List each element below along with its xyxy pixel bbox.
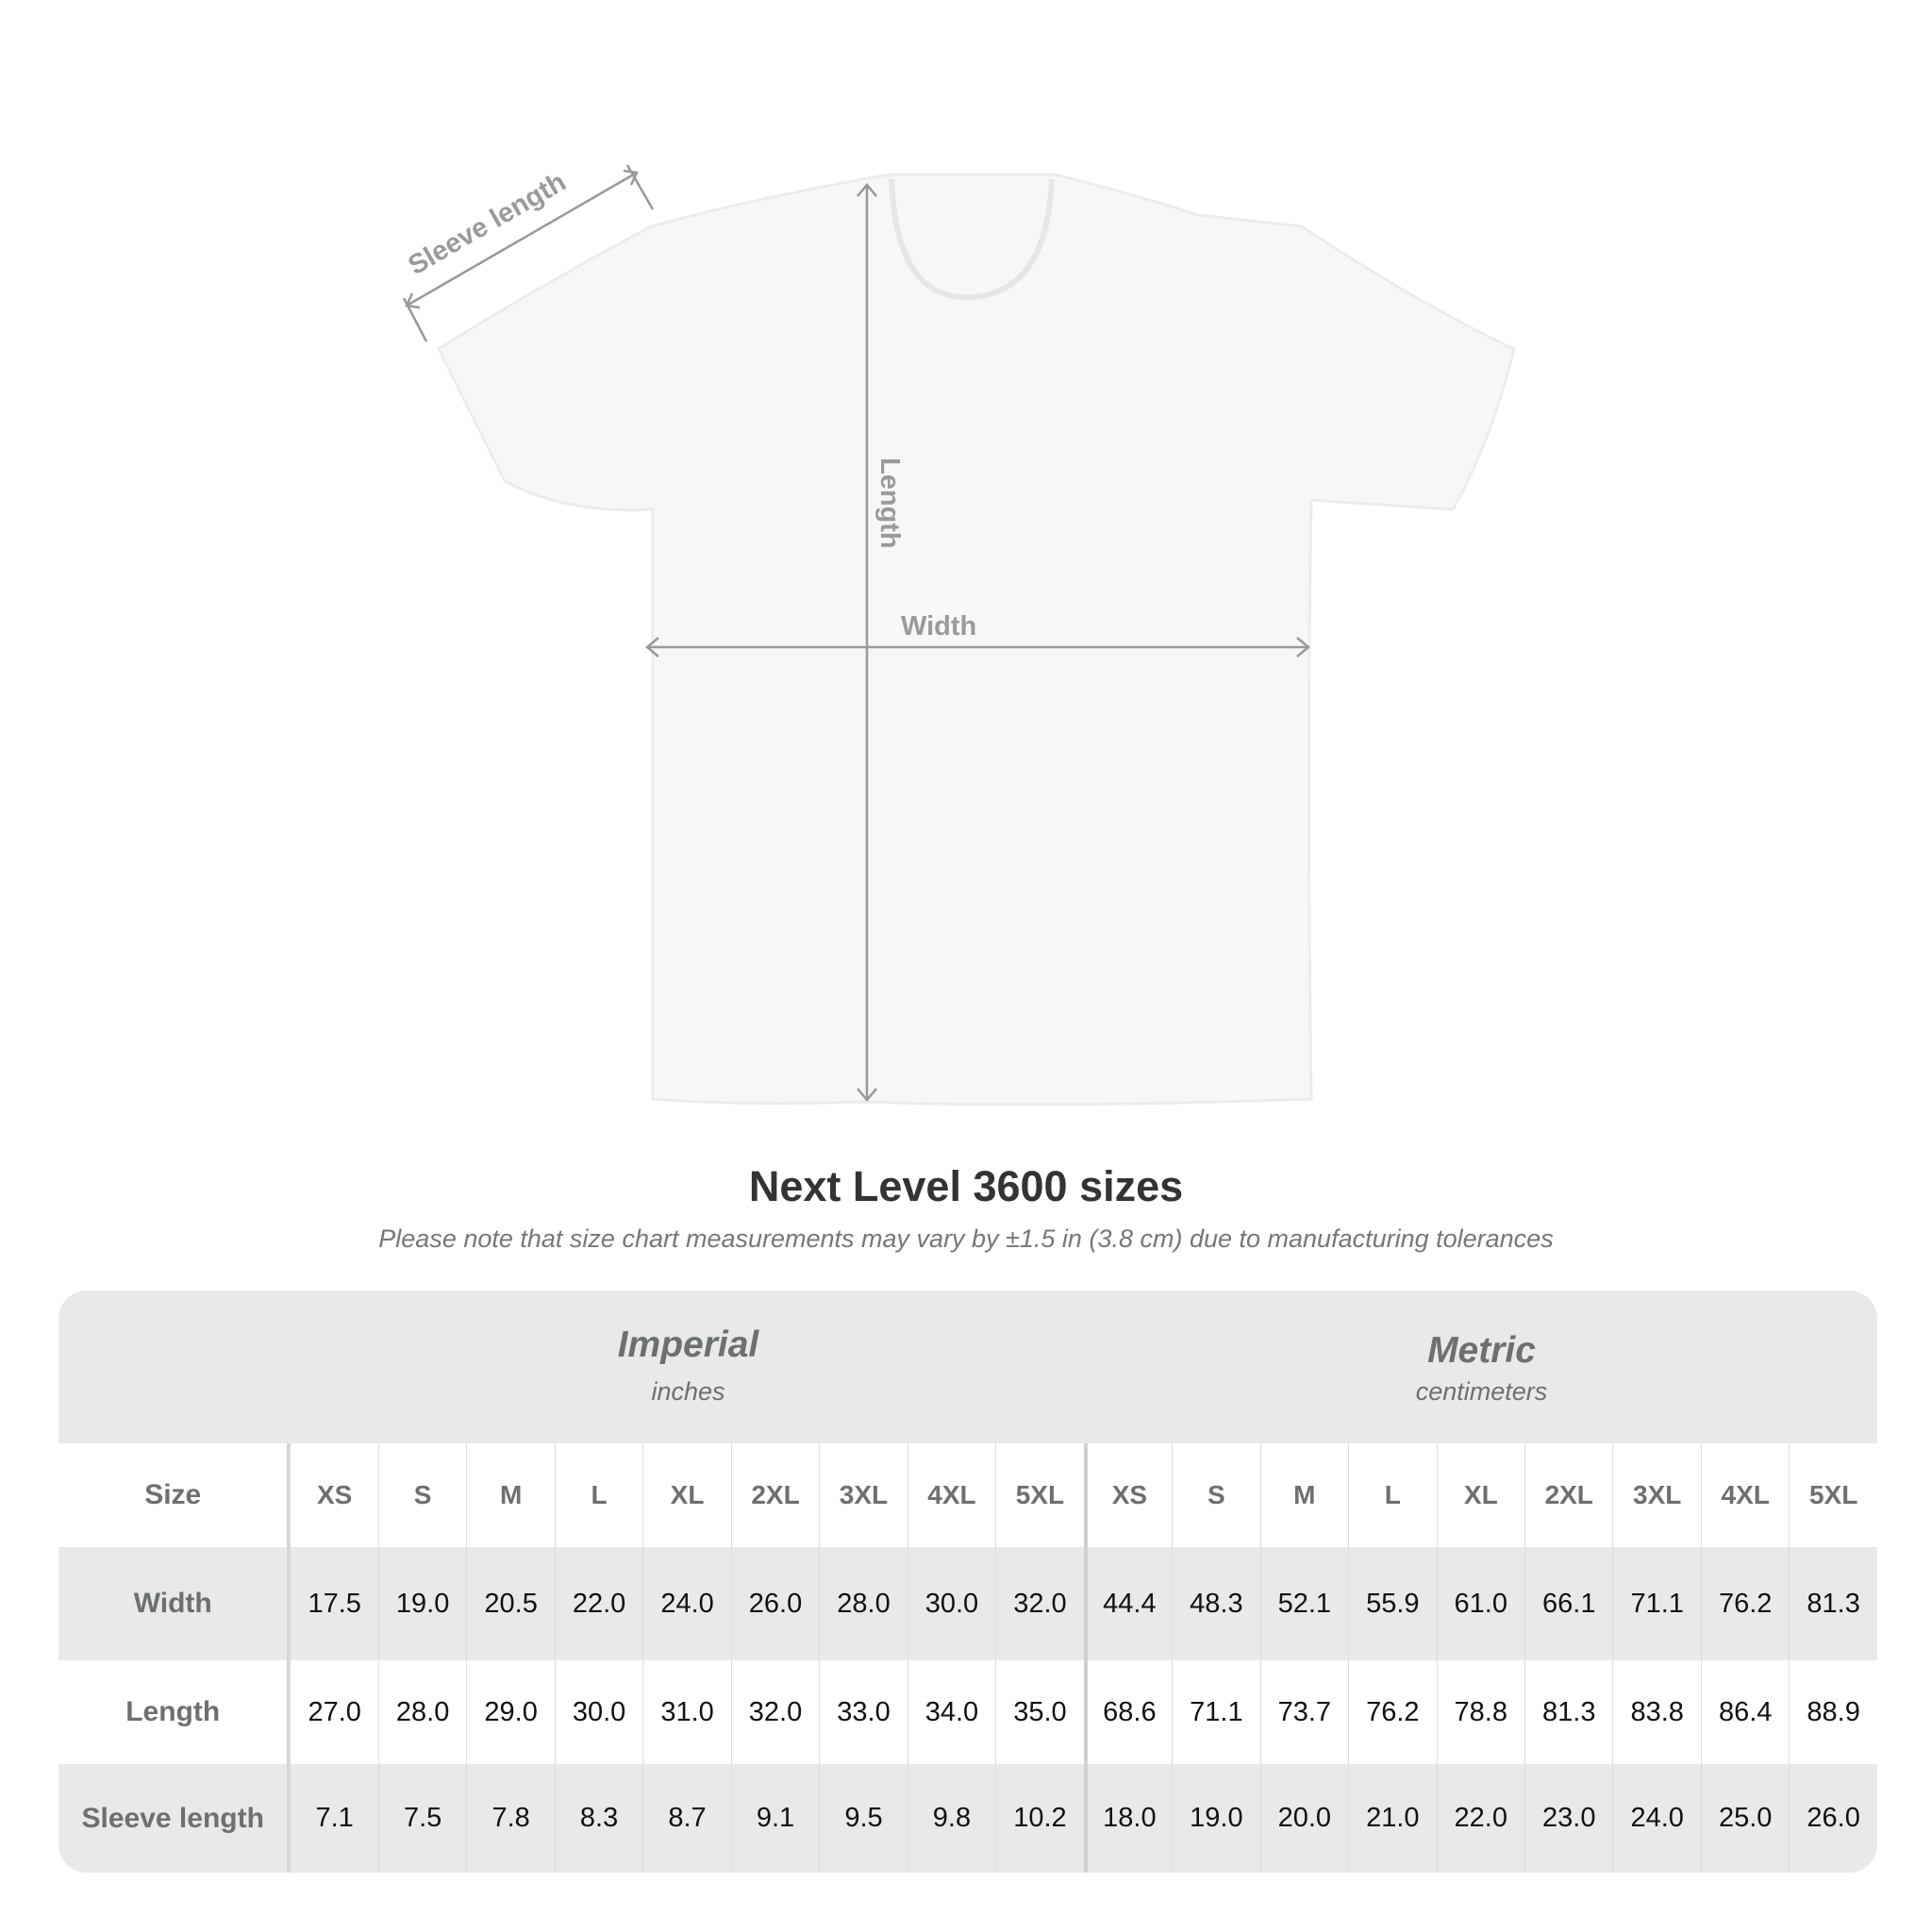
size-header-cell: S: [1172, 1443, 1259, 1547]
size-header-cell: L: [1348, 1443, 1436, 1547]
size-header-cell: 3XL: [1612, 1443, 1700, 1547]
metric-value-cell: 23.0: [1524, 1764, 1612, 1873]
size-header-cell: 2XL: [1524, 1443, 1612, 1547]
metric-value-cell: 88.9: [1789, 1660, 1876, 1764]
imperial-value-cell: 10.2: [995, 1764, 1083, 1873]
metric-value-cell: 55.9: [1348, 1547, 1436, 1660]
metric-value-cell: 18.0: [1083, 1764, 1172, 1873]
metric-value-cell: 73.7: [1259, 1660, 1348, 1764]
metric-value-cell: 68.6: [1083, 1660, 1172, 1764]
imperial-value-cell: 33.0: [819, 1660, 907, 1764]
imperial-header: Imperial inches: [291, 1291, 1086, 1443]
metric-value-cell: 86.4: [1700, 1660, 1789, 1764]
sleeve-line: [406, 171, 638, 308]
size-header-cell: 4XL: [1700, 1443, 1789, 1547]
metric-value-cell: 71.1: [1172, 1660, 1259, 1764]
imperial-value-cell: 8.3: [554, 1764, 642, 1873]
table-row: Width 17.5 19.0 20.5 22.0 24.0 26.0 28.0 30.0 32.…: [58, 1547, 1877, 1660]
metric-value-cell: 25.0: [1700, 1764, 1789, 1873]
imperial-label: Imperial: [617, 1324, 759, 1365]
imperial-value-cell: 31.0: [642, 1660, 730, 1764]
metric-value-cell: 48.3: [1172, 1547, 1259, 1660]
page-title: Next Level 3600 sizes: [748, 1162, 1184, 1210]
imperial-value-cell: 29.0: [466, 1660, 554, 1764]
metric-value-cell: 78.8: [1436, 1660, 1524, 1764]
tshirt-shape: [437, 173, 1516, 1107]
metric-value-cell: 76.2: [1348, 1660, 1436, 1764]
imperial-value-cell: 28.0: [819, 1547, 907, 1660]
width-label: Width: [901, 611, 976, 641]
size-header-cell: 4XL: [907, 1443, 995, 1547]
imperial-value-cell: 32.0: [995, 1547, 1083, 1660]
imperial-value-cell: 19.0: [377, 1547, 466, 1660]
metric-value-cell: 20.0: [1259, 1764, 1348, 1873]
metric-unit: centimeters: [1415, 1377, 1548, 1406]
row-label: Width: [58, 1547, 291, 1660]
size-header-cell: XL: [642, 1443, 730, 1547]
length-label: Length: [874, 458, 905, 549]
imperial-value-cell: 9.8: [907, 1764, 995, 1873]
imperial-value-cell: 7.1: [290, 1764, 377, 1873]
imperial-value-cell: 26.0: [730, 1547, 819, 1660]
row-label: Length: [58, 1660, 291, 1764]
imperial-value-cell: 7.5: [377, 1764, 466, 1873]
metric-value-cell: 52.1: [1259, 1547, 1348, 1660]
table-row: Sleeve length 7.1 7.5 7.8 8.3 8.7 9.1 9.5 9.8 10.…: [58, 1764, 1877, 1873]
size-table: Imperial inches Metric centimeters Size X…: [58, 1291, 1877, 1873]
metric-value-cell: 21.0: [1348, 1764, 1436, 1873]
imperial-value-cell: 7.8: [466, 1764, 554, 1873]
imperial-value-cell: 20.5: [466, 1547, 554, 1660]
row-label: Sleeve length: [58, 1764, 291, 1873]
size-header-cell: XS: [1083, 1443, 1172, 1547]
imperial-value-cell: 28.0: [377, 1660, 466, 1764]
metric-value-cell: 24.0: [1612, 1764, 1700, 1873]
imperial-value-cell: 30.0: [907, 1547, 995, 1660]
metric-value-cell: 76.2: [1700, 1547, 1789, 1660]
imperial-value-cell: 9.5: [819, 1764, 907, 1873]
imperial-value-cell: 27.0: [290, 1660, 377, 1764]
tolerance-note: Please note that size chart measurements…: [378, 1224, 1554, 1253]
size-header-cell: 3XL: [819, 1443, 907, 1547]
metric-value-cell: 71.1: [1612, 1547, 1700, 1660]
collar: [889, 178, 1055, 301]
size-header-row: Size XS S M L XL 2XL 3XL 4XL 5XL XS S M L XL 2XL 3XL 4XL 5…: [58, 1443, 1877, 1547]
imperial-value-cell: 30.0: [554, 1660, 642, 1764]
imperial-value-cell: 8.7: [642, 1764, 730, 1873]
metric-value-cell: 61.0: [1436, 1547, 1524, 1660]
size-header-cell: XS: [290, 1443, 377, 1547]
tshirt-diagram: Sleeve length Length Width: [402, 164, 1516, 1107]
metric-label: Metric: [1427, 1330, 1536, 1371]
table-row: Length 27.0 28.0 29.0 30.0 31.0 32.0 33.0 34.0 35…: [58, 1660, 1877, 1764]
imperial-value-cell: 34.0: [907, 1660, 995, 1764]
size-header-cell: S: [377, 1443, 466, 1547]
imperial-value-cell: 35.0: [995, 1660, 1083, 1764]
size-header-cell: 5XL: [1789, 1443, 1876, 1547]
size-header-cell: 2XL: [730, 1443, 819, 1547]
metric-value-cell: 22.0: [1436, 1764, 1524, 1873]
metric-value-cell: 44.4: [1083, 1547, 1172, 1660]
imperial-value-cell: 9.1: [730, 1764, 819, 1873]
imperial-value-cell: 22.0: [554, 1547, 642, 1660]
metric-value-cell: 66.1: [1524, 1547, 1612, 1660]
metric-value-cell: 81.3: [1789, 1547, 1876, 1660]
metric-header: Metric centimeters: [1086, 1291, 1877, 1443]
size-header-cell: L: [554, 1443, 642, 1547]
size-header-cell: XL: [1436, 1443, 1524, 1547]
size-header-cell: 5XL: [995, 1443, 1083, 1547]
imperial-value-cell: 17.5: [290, 1547, 377, 1660]
size-header-cell: M: [1259, 1443, 1348, 1547]
metric-value-cell: 19.0: [1172, 1764, 1259, 1873]
imperial-unit: inches: [651, 1377, 725, 1406]
metric-value-cell: 83.8: [1612, 1660, 1700, 1764]
metric-value-cell: 81.3: [1524, 1660, 1612, 1764]
imperial-value-cell: 32.0: [730, 1660, 819, 1764]
row-label: Size: [58, 1443, 291, 1547]
imperial-value-cell: 24.0: [642, 1547, 730, 1660]
size-header-cell: M: [466, 1443, 554, 1547]
metric-value-cell: 26.0: [1789, 1764, 1876, 1873]
